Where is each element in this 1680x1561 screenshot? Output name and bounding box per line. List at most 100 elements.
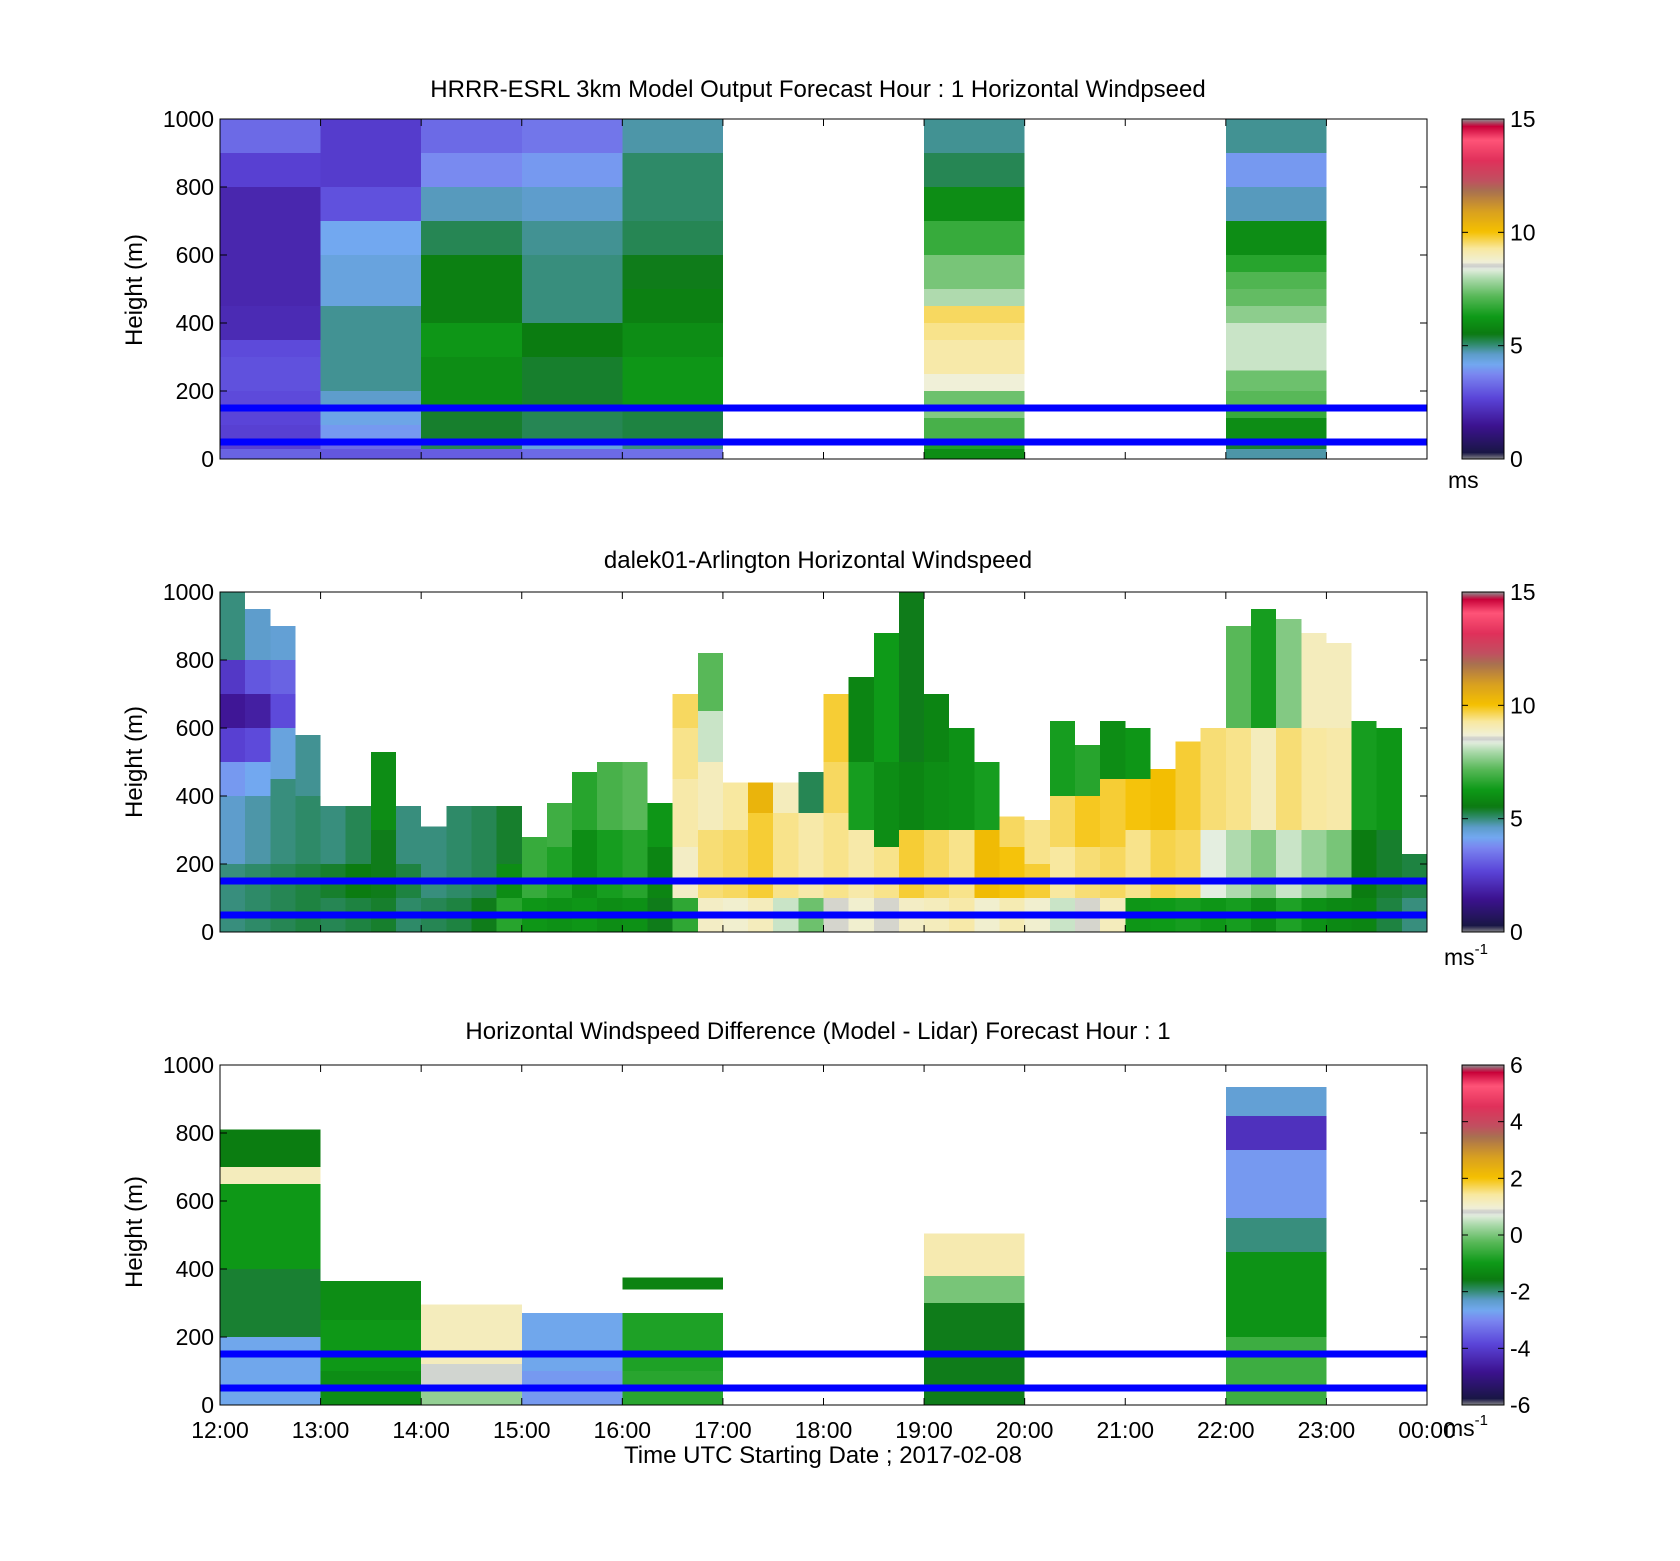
- y-axis-label: Height (m): [121, 234, 148, 346]
- colorbar-segment: [1462, 457, 1504, 460]
- colorbar-segment: [1462, 425, 1504, 428]
- colorbar-segment: [1462, 1079, 1504, 1082]
- colorbar-segment: [1462, 407, 1504, 410]
- heatmap-cell: [1074, 796, 1101, 847]
- heatmap-cell: [220, 762, 246, 796]
- colorbar-segment: [1462, 175, 1504, 178]
- colorbar-segment: [1462, 622, 1504, 625]
- heatmap-cell: [1175, 741, 1201, 830]
- colorbar-segment: [1462, 285, 1504, 288]
- colorbar-segment: [1462, 796, 1504, 799]
- colorbar-segment: [1462, 1311, 1504, 1314]
- colorbar-segment: [1462, 782, 1504, 785]
- colorbar-segment: [1462, 1367, 1504, 1370]
- colorbar-segment: [1462, 1213, 1504, 1216]
- x-tick-label: 20:00: [996, 1417, 1054, 1443]
- heatmap-cell: [848, 677, 874, 762]
- heatmap-cell: [1225, 221, 1327, 255]
- colorbar-segment: [1462, 167, 1504, 170]
- colorbar-segment: [1462, 644, 1504, 647]
- colorbar-segment: [1462, 890, 1504, 893]
- colorbar-segment: [1462, 686, 1504, 689]
- reference-line: [220, 404, 1427, 412]
- colorbar-segment: [1462, 1323, 1504, 1326]
- colorbar-segment: [1462, 780, 1504, 783]
- colorbar-segment: [1462, 229, 1504, 232]
- heatmap-cell: [924, 1275, 1025, 1303]
- colorbar-segment: [1462, 640, 1504, 643]
- y-tick-label: 1000: [163, 106, 214, 132]
- colorbar-segment: [1462, 836, 1504, 839]
- colorbar-segment: [1462, 702, 1504, 705]
- heatmap-cell: [521, 448, 623, 459]
- colorbar-segment: [1462, 1303, 1504, 1306]
- colorbar-segment: [1462, 688, 1504, 691]
- x-axis-tick-labels: 12:00 13:00 14:00 15:00 16:00 17:00 18:00 19:00…: [191, 1417, 1456, 1443]
- colorbar-segment: [1462, 592, 1504, 595]
- colorbar-segment: [1462, 828, 1504, 831]
- heatmap-cell: [622, 357, 723, 408]
- colorbar-segment: [1462, 291, 1504, 294]
- heatmap-cell: [496, 806, 522, 864]
- colorbar-segment: [1462, 325, 1504, 328]
- colorbar-segment: [1462, 143, 1504, 146]
- colorbar-segment: [1462, 868, 1504, 871]
- colorbar-segment: [1462, 357, 1504, 360]
- colorbar-segment: [1462, 223, 1504, 226]
- colorbar-segment: [1462, 447, 1504, 450]
- colorbar-segment: [1462, 177, 1504, 180]
- colorbar-segment: [1462, 1161, 1504, 1164]
- heatmap-cell: [270, 660, 296, 694]
- colorbar-segment: [1462, 1171, 1504, 1174]
- colorbar-segment: [1462, 770, 1504, 773]
- colorbar-segment: [1462, 790, 1504, 793]
- colorbar-segment: [1462, 349, 1504, 352]
- colorbar-segment: [1462, 684, 1504, 687]
- colorbar-segment: [1462, 1377, 1504, 1380]
- colorbar-segment: [1462, 351, 1504, 354]
- colorbar-segment: [1462, 131, 1504, 134]
- colorbar-segment: [1462, 1133, 1504, 1136]
- colorbar-segment: [1462, 816, 1504, 819]
- colorbar-segment: [1462, 1075, 1504, 1078]
- colorbar-segment: [1462, 1191, 1504, 1194]
- colorbar-segment: [1462, 421, 1504, 424]
- heatmap-cell: [521, 408, 623, 439]
- colorbar-segment: [1462, 1163, 1504, 1166]
- colorbar-tick-label: 0: [1510, 1222, 1523, 1248]
- colorbar-segment: [1462, 309, 1504, 312]
- colorbar: 0 5 10 15: [1461, 579, 1536, 945]
- heatmap-cell: [1225, 153, 1327, 187]
- colorbar-segment: [1462, 1159, 1504, 1162]
- colorbar-segment: [1462, 912, 1504, 915]
- colorbar-segment: [1462, 331, 1504, 334]
- colorbar-segment: [1462, 397, 1504, 400]
- colorbar-segment: [1462, 277, 1504, 280]
- colorbar-segment: [1462, 1305, 1504, 1308]
- colorbar-segment: [1462, 441, 1504, 444]
- y-tick-label: 800: [176, 174, 214, 200]
- x-tick-label: 16:00: [594, 1417, 652, 1443]
- colorbar-segment: [1462, 189, 1504, 192]
- y-tick-label: 200: [176, 378, 214, 404]
- colorbar-segment: [1462, 922, 1504, 925]
- colorbar-segment: [1462, 1273, 1504, 1276]
- heatmap-cell: [220, 272, 321, 306]
- colorbar-segment: [1462, 139, 1504, 142]
- heatmap-cell: [270, 626, 296, 660]
- heatmap-cell: [220, 306, 321, 340]
- colorbar-segment: [1462, 1221, 1504, 1224]
- panel-model: HRRR-ESRL 3km Model Output Forecast Hour…: [121, 76, 1536, 493]
- colorbar-segment: [1462, 870, 1504, 873]
- colorbar-segment: [1462, 872, 1504, 875]
- colorbar-segment: [1462, 1117, 1504, 1120]
- colorbar-segment: [1462, 243, 1504, 246]
- heatmap-cell: [546, 847, 573, 898]
- colorbar-segment: [1462, 768, 1504, 771]
- colorbar-segment: [1462, 1241, 1504, 1244]
- colorbar-segment: [1462, 1069, 1504, 1072]
- colorbar-segment: [1462, 636, 1504, 639]
- colorbar-segment: [1462, 1341, 1504, 1344]
- colorbar-segment: [1462, 297, 1504, 300]
- colorbar-segment: [1462, 1381, 1504, 1384]
